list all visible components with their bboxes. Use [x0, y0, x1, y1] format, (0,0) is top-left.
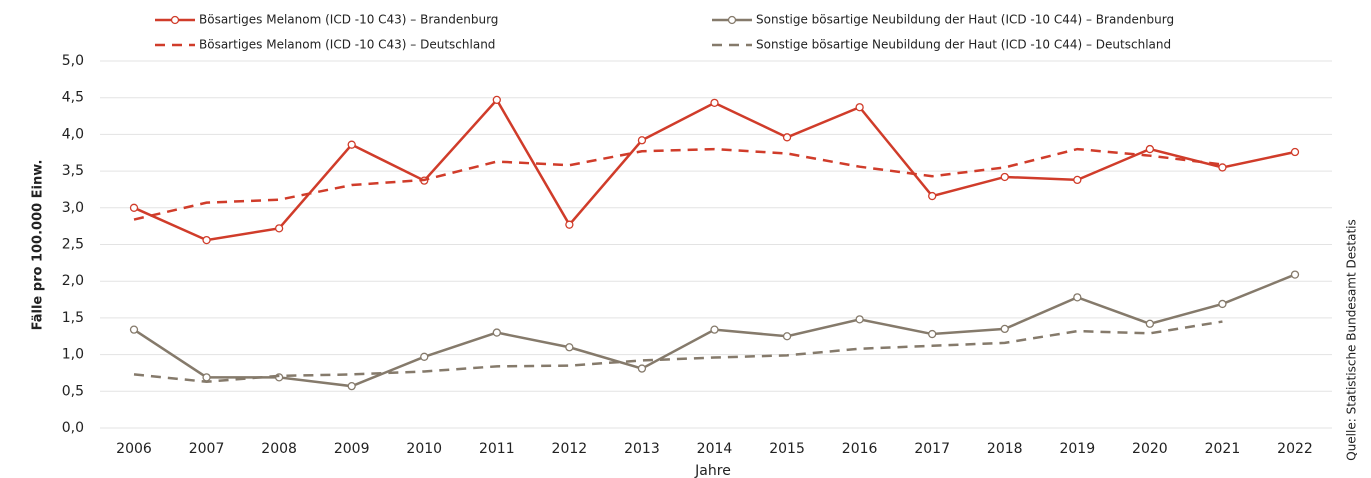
data-point — [1290, 147, 1300, 157]
series-line — [133, 147, 1223, 221]
data-point — [202, 235, 211, 245]
x-tick-label: 2014 — [697, 441, 733, 457]
data-point — [782, 133, 792, 142]
x-tick-label: 2021 — [1205, 441, 1241, 457]
data-point — [855, 103, 864, 112]
data-point — [129, 325, 139, 334]
data-point — [1073, 175, 1082, 185]
x-tick-label: 2007 — [189, 441, 225, 457]
y-tick-label: 0,0 — [62, 420, 84, 436]
y-tick-label: 1,0 — [62, 347, 84, 363]
source-note: Quelle: Statistische Bundesamt Destatis — [1345, 219, 1359, 460]
data-point — [492, 95, 501, 105]
x-tick-label: 2022 — [1277, 441, 1313, 457]
data-point — [129, 203, 139, 212]
data-point — [1218, 163, 1227, 172]
legend-label: Sonstige bösartige Neubildung der Haut (… — [756, 38, 1171, 52]
series-line — [133, 97, 1296, 242]
y-axis-label: Fälle pro 100.000 Einw. — [31, 160, 46, 331]
y-tick-label: 5,0 — [62, 53, 84, 69]
x-tick-label: 2011 — [479, 441, 515, 457]
data-point — [1290, 270, 1300, 279]
data-point — [347, 382, 356, 391]
data-point — [710, 325, 719, 334]
x-tick-label: 2013 — [624, 441, 660, 457]
data-point — [1000, 324, 1009, 334]
x-tick-label: 2017 — [914, 441, 950, 457]
y-tick-label: 1,5 — [62, 310, 84, 326]
x-tick-label: 2018 — [987, 441, 1023, 457]
data-point — [637, 136, 647, 145]
data-point — [274, 224, 284, 233]
y-tick-label: 3,0 — [62, 200, 84, 216]
y-tick-label: 0,5 — [62, 383, 84, 399]
data-point — [565, 343, 574, 352]
y-tick-label: 4,5 — [62, 90, 84, 106]
x-tick-label: 2015 — [769, 441, 805, 457]
data-point — [202, 373, 211, 382]
data-point — [565, 220, 574, 229]
y-tick-label: 2,5 — [62, 237, 84, 253]
y-tick-label: 2,0 — [62, 273, 84, 289]
data-point — [1073, 293, 1082, 302]
legend-marker — [170, 15, 180, 25]
data-point — [928, 329, 937, 339]
legend-label: Sonstige bösartige Neubildung der Haut (… — [756, 13, 1174, 27]
data-point — [710, 98, 719, 107]
data-point — [1145, 319, 1155, 328]
x-tick-label: 2006 — [116, 441, 152, 457]
data-point — [420, 352, 429, 361]
x-tick-label: 2010 — [406, 441, 442, 457]
data-point — [347, 140, 356, 149]
legend-marker — [727, 15, 737, 25]
x-axis-label: Jahre — [694, 463, 731, 478]
legend-label: Bösartiges Melanom (ICD -10 C43) – Deuts… — [199, 38, 495, 52]
x-tick-label: 2012 — [552, 441, 588, 457]
x-tick-label: 2008 — [261, 441, 297, 457]
series-line — [133, 320, 1223, 384]
legend-label: Bösartiges Melanom (ICD -10 C43) – Brand… — [199, 13, 498, 27]
y-tick-label: 4,0 — [62, 126, 84, 142]
x-tick-label: 2009 — [334, 441, 370, 457]
x-tick-label: 2016 — [842, 441, 878, 457]
data-point — [1218, 299, 1227, 309]
x-tick-label: 2019 — [1059, 441, 1095, 457]
x-tick-label: 2020 — [1132, 441, 1168, 457]
data-point — [1000, 172, 1009, 182]
data-point — [782, 332, 792, 341]
data-point — [1145, 144, 1155, 154]
data-point — [492, 328, 501, 337]
y-tick-label: 3,5 — [62, 163, 84, 179]
data-point — [928, 191, 937, 201]
data-point — [637, 364, 647, 373]
data-point — [855, 315, 864, 324]
